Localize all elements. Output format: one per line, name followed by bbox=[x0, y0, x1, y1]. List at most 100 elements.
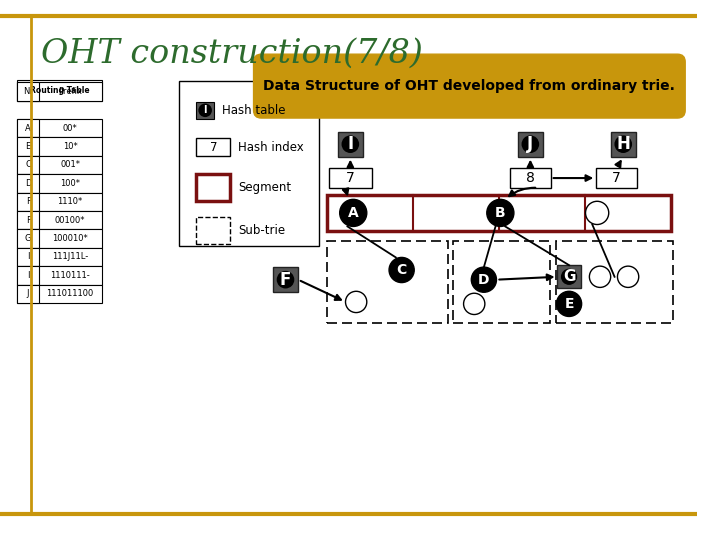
Circle shape bbox=[472, 267, 497, 292]
Bar bbox=[611, 132, 636, 157]
Bar bbox=[17, 80, 102, 100]
Bar bbox=[453, 241, 549, 323]
Bar bbox=[17, 156, 102, 174]
Bar bbox=[17, 193, 102, 211]
Circle shape bbox=[521, 136, 539, 153]
Text: G: G bbox=[563, 269, 575, 284]
Text: 100*: 100* bbox=[60, 179, 80, 188]
Circle shape bbox=[346, 291, 366, 313]
Text: Segment: Segment bbox=[238, 181, 291, 194]
FancyBboxPatch shape bbox=[253, 54, 685, 118]
Text: Routing Table: Routing Table bbox=[30, 86, 89, 95]
Circle shape bbox=[614, 136, 632, 153]
Bar bbox=[17, 82, 39, 100]
Text: A: A bbox=[25, 124, 31, 133]
Text: 7: 7 bbox=[612, 171, 621, 185]
Bar bbox=[17, 266, 102, 285]
Text: 7: 7 bbox=[346, 171, 355, 185]
Text: Prefix: Prefix bbox=[58, 87, 82, 96]
Text: F: F bbox=[280, 271, 291, 289]
Bar bbox=[327, 241, 448, 323]
Circle shape bbox=[199, 104, 212, 117]
Text: 100010*: 100010* bbox=[53, 234, 88, 243]
Bar bbox=[197, 217, 230, 244]
Bar bbox=[557, 241, 672, 323]
Text: 1110111-: 1110111- bbox=[50, 271, 90, 280]
Text: 10*: 10* bbox=[63, 142, 78, 151]
Circle shape bbox=[276, 271, 294, 288]
Bar bbox=[17, 230, 39, 248]
Bar bbox=[17, 285, 39, 303]
Bar bbox=[557, 265, 580, 288]
Bar bbox=[17, 248, 39, 266]
Circle shape bbox=[464, 293, 485, 314]
Text: A: A bbox=[348, 206, 359, 220]
Bar bbox=[197, 138, 230, 156]
Bar bbox=[17, 248, 102, 266]
Bar bbox=[17, 211, 102, 230]
Text: J: J bbox=[27, 289, 30, 298]
Bar bbox=[17, 285, 102, 303]
Text: D: D bbox=[24, 179, 31, 188]
Circle shape bbox=[585, 201, 608, 225]
Text: Nr: Nr bbox=[23, 87, 33, 96]
Bar bbox=[518, 132, 543, 157]
Circle shape bbox=[389, 258, 414, 282]
Circle shape bbox=[487, 199, 514, 226]
Text: 8: 8 bbox=[526, 171, 535, 185]
Circle shape bbox=[557, 291, 582, 316]
Text: Hash index: Hash index bbox=[238, 140, 304, 153]
Text: B: B bbox=[495, 206, 505, 220]
Text: Data Structure of OHT developed from ordinary trie.: Data Structure of OHT developed from ord… bbox=[264, 79, 675, 93]
Bar bbox=[17, 193, 39, 211]
Text: E: E bbox=[25, 142, 31, 151]
Bar bbox=[17, 137, 39, 156]
Text: F: F bbox=[26, 215, 30, 225]
Bar bbox=[17, 211, 39, 230]
Text: I: I bbox=[347, 135, 354, 153]
Bar bbox=[17, 266, 39, 285]
Text: OHT construction(7/8): OHT construction(7/8) bbox=[40, 38, 423, 70]
Bar bbox=[179, 82, 320, 246]
Text: Sub-trie: Sub-trie bbox=[238, 224, 285, 237]
Text: G: G bbox=[24, 234, 31, 243]
Bar bbox=[197, 174, 230, 201]
Text: 111011100: 111011100 bbox=[47, 289, 94, 298]
Text: 001*: 001* bbox=[60, 160, 80, 170]
Text: 111J11L-: 111J11L- bbox=[52, 252, 89, 261]
Bar bbox=[17, 119, 39, 137]
Bar bbox=[17, 119, 102, 137]
Bar bbox=[17, 174, 102, 193]
Text: 7: 7 bbox=[210, 140, 217, 153]
Text: C: C bbox=[25, 160, 31, 170]
Bar bbox=[197, 102, 214, 119]
Text: Hash table: Hash table bbox=[222, 104, 285, 117]
Bar bbox=[338, 132, 363, 157]
Text: F: F bbox=[26, 197, 30, 206]
Text: 00*: 00* bbox=[63, 124, 78, 133]
Text: E: E bbox=[564, 297, 574, 311]
Text: C: C bbox=[397, 263, 407, 277]
Circle shape bbox=[590, 266, 611, 287]
Circle shape bbox=[618, 266, 639, 287]
Text: D: D bbox=[478, 273, 490, 287]
Bar bbox=[328, 168, 372, 188]
Bar bbox=[17, 137, 102, 156]
Circle shape bbox=[341, 136, 359, 153]
Text: I: I bbox=[27, 252, 30, 261]
Circle shape bbox=[340, 199, 366, 226]
Bar bbox=[596, 168, 636, 188]
Bar bbox=[17, 174, 39, 193]
Bar bbox=[17, 230, 102, 248]
Bar bbox=[17, 156, 39, 174]
Text: H: H bbox=[616, 135, 630, 153]
Text: I: I bbox=[27, 271, 30, 280]
Bar bbox=[510, 168, 551, 188]
Bar bbox=[17, 82, 102, 100]
Text: 00100*: 00100* bbox=[55, 215, 86, 225]
Text: 1110*: 1110* bbox=[58, 197, 83, 206]
Bar bbox=[273, 267, 298, 292]
Bar bbox=[327, 194, 671, 231]
Circle shape bbox=[561, 268, 577, 285]
Text: J: J bbox=[527, 135, 534, 153]
